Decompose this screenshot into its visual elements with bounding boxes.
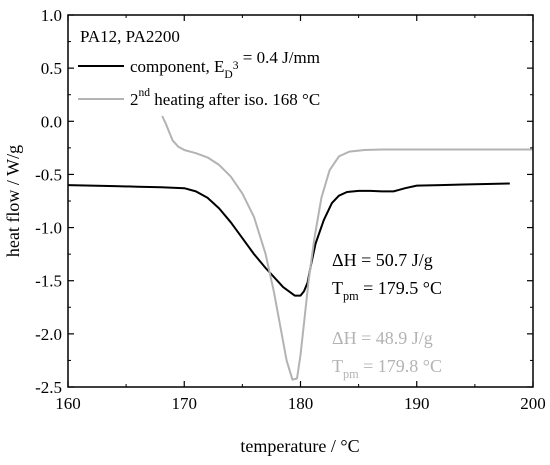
x-axis-label: temperature / °C xyxy=(240,436,359,456)
axis-ticks: -2.5 -2.0 -1.5 -1.0 -0.5 0.0 0.5 1.0 160 170 180 19… xyxy=(35,6,546,413)
annotations: ΔH = 50.7 J/g Tpm = 179.5 °C ΔH = 48.9 J/g… xyxy=(332,250,442,381)
x-tick-label: 200 xyxy=(520,394,546,413)
y-tick-label: -1.5 xyxy=(35,272,62,291)
series-line-2 xyxy=(161,115,533,381)
y-tick-label: -2.5 xyxy=(35,378,62,397)
x-tick-label: 180 xyxy=(288,394,314,413)
legend: PA12, PA2200 component, ED3 = 0.4 J/mm 2nd… xyxy=(78,27,320,109)
y-axis-label: heat flow / W/g xyxy=(3,145,23,257)
y-tick-label: -1.0 xyxy=(35,219,62,238)
x-tick-label: 170 xyxy=(172,394,198,413)
y-tick-label: -0.5 xyxy=(35,165,62,184)
legend-label-2: 2nd heating after iso. 168 °C xyxy=(130,86,320,109)
y-tick-label: 0.0 xyxy=(41,112,62,131)
annotation-1-line-2: Tpm = 179.5 °C xyxy=(332,278,442,303)
legend-label-1: component, ED3 = 0.4 J/mm xyxy=(130,48,320,81)
x-tick-label: 160 xyxy=(55,394,81,413)
y-tick-label: -2.0 xyxy=(35,325,62,344)
plot-frame xyxy=(67,14,534,388)
annotation-1-line-1: ΔH = 50.7 J/g xyxy=(332,250,433,270)
series-layer xyxy=(68,115,533,381)
y-tick-label: 0.5 xyxy=(41,59,62,78)
legend-header: PA12, PA2200 xyxy=(80,27,180,46)
series-line-1 xyxy=(68,182,510,297)
x-tick-label: 190 xyxy=(404,394,430,413)
annotation-2-line-2: Tpm = 179.8 °C xyxy=(332,356,442,381)
y-tick-label: 1.0 xyxy=(41,6,62,25)
annotation-2-line-1: ΔH = 48.9 J/g xyxy=(332,328,433,348)
